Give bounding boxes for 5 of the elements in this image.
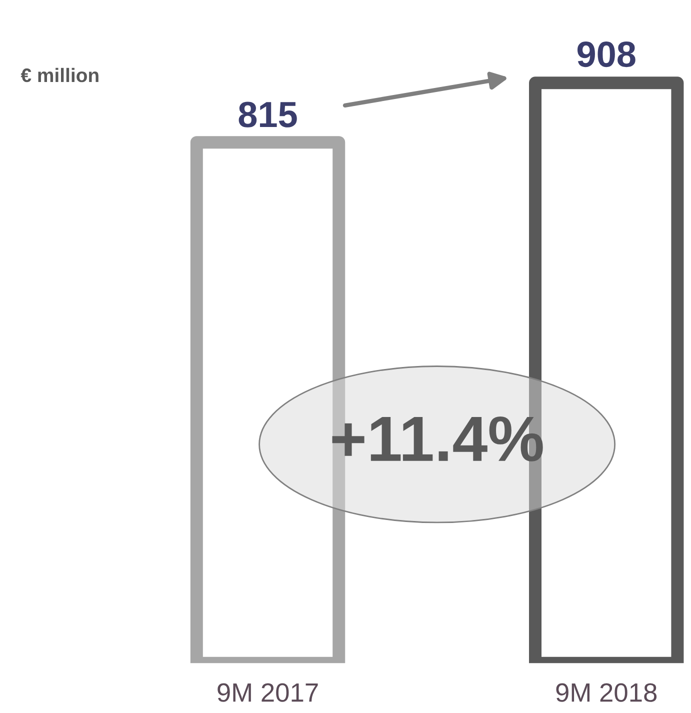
- data-label: 908: [577, 41, 636, 68]
- x-tick-label: 9M 2017: [218, 683, 318, 702]
- text: € million: [20, 68, 98, 82]
- x-tick-label: 9M 2018: [556, 683, 657, 702]
- data-label: 815: [238, 102, 297, 128]
